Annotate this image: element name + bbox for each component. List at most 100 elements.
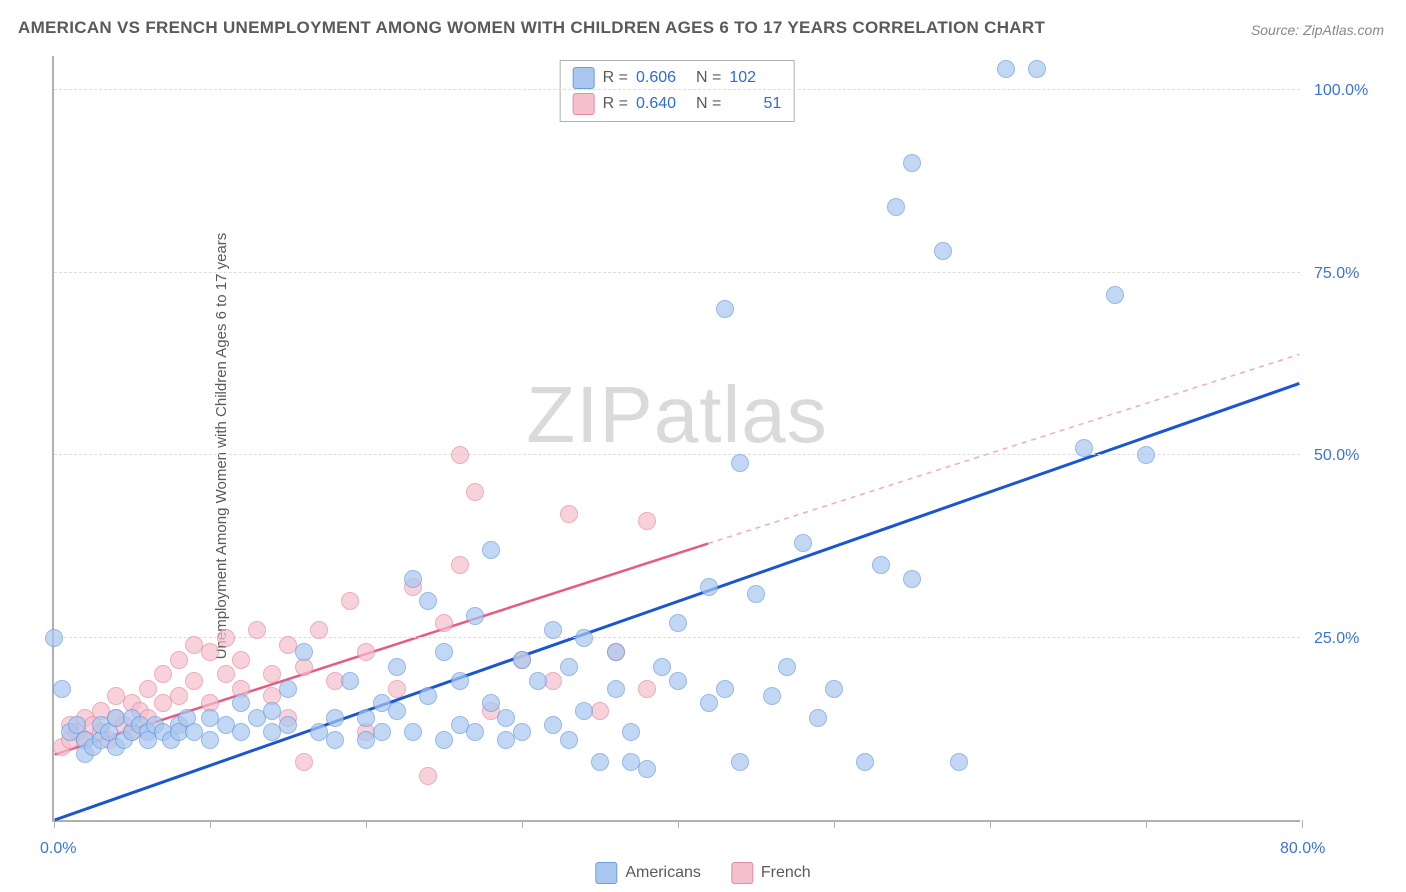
plot-area: ZIPatlas R = 0.606 N = 102 R = 0.640 N =… — [52, 56, 1300, 822]
point-american — [794, 534, 812, 552]
point-french — [419, 767, 437, 785]
chart-container: AMERICAN VS FRENCH UNEMPLOYMENT AMONG WO… — [0, 0, 1406, 892]
x-tick — [210, 820, 211, 828]
legend-swatch-french-icon — [731, 862, 753, 884]
point-american — [591, 753, 609, 771]
stats-row-french: R = 0.640 N = 51 — [573, 91, 782, 117]
point-american — [560, 658, 578, 676]
point-american — [279, 680, 297, 698]
x-tick — [522, 820, 523, 828]
point-american — [513, 651, 531, 669]
point-french — [295, 753, 313, 771]
x-tick — [1146, 820, 1147, 828]
point-american — [388, 658, 406, 676]
point-american — [326, 709, 344, 727]
swatch-americans-icon — [573, 67, 595, 89]
stat-R-label-2: R = — [603, 95, 628, 113]
point-french — [232, 651, 250, 669]
point-american — [482, 541, 500, 559]
point-american — [232, 694, 250, 712]
point-american — [373, 723, 391, 741]
point-american — [404, 570, 422, 588]
point-american — [763, 687, 781, 705]
point-american — [607, 643, 625, 661]
x-max-label: 80.0% — [1280, 840, 1325, 858]
point-american — [419, 687, 437, 705]
point-american — [466, 607, 484, 625]
point-american — [404, 723, 422, 741]
point-american — [201, 731, 219, 749]
point-french — [357, 643, 375, 661]
point-american — [575, 629, 593, 647]
stat-R-americans: 0.606 — [636, 69, 688, 87]
point-french — [560, 505, 578, 523]
point-american — [731, 753, 749, 771]
point-french — [154, 665, 172, 683]
point-american — [435, 643, 453, 661]
point-american — [903, 570, 921, 588]
stats-row-americans: R = 0.606 N = 102 — [573, 65, 782, 91]
point-american — [575, 702, 593, 720]
point-american — [622, 723, 640, 741]
point-american — [669, 672, 687, 690]
point-american — [357, 709, 375, 727]
point-american — [451, 672, 469, 690]
stats-box: R = 0.606 N = 102 R = 0.640 N = 51 — [560, 60, 795, 122]
point-french — [341, 592, 359, 610]
x-min-label: 0.0% — [40, 840, 76, 858]
point-french — [217, 629, 235, 647]
point-american — [232, 723, 250, 741]
point-american — [388, 702, 406, 720]
point-american — [856, 753, 874, 771]
point-american — [53, 680, 71, 698]
source-label: Source: ZipAtlas.com — [1251, 22, 1384, 38]
point-american — [482, 694, 500, 712]
trend-line — [708, 354, 1299, 543]
legend-swatch-americans-icon — [595, 862, 617, 884]
point-french — [139, 680, 157, 698]
point-french — [201, 643, 219, 661]
y-tick-label: 100.0% — [1314, 82, 1368, 100]
y-tick-label: 25.0% — [1314, 630, 1359, 648]
stat-R-label: R = — [603, 69, 628, 87]
stat-R-french: 0.640 — [636, 95, 688, 113]
point-american — [544, 716, 562, 734]
x-tick — [366, 820, 367, 828]
point-french — [263, 665, 281, 683]
point-french — [591, 702, 609, 720]
point-american — [700, 578, 718, 596]
point-french — [310, 621, 328, 639]
point-american — [419, 592, 437, 610]
point-american — [997, 60, 1015, 78]
point-american — [950, 753, 968, 771]
point-french — [185, 672, 203, 690]
point-american — [466, 723, 484, 741]
x-tick — [990, 820, 991, 828]
point-american — [341, 672, 359, 690]
point-american — [544, 621, 562, 639]
legend-label-french: French — [761, 864, 811, 882]
point-french — [638, 680, 656, 698]
bottom-legend: Americans French — [595, 862, 810, 884]
stat-N-americans: 102 — [729, 69, 781, 87]
point-french — [248, 621, 266, 639]
point-american — [716, 680, 734, 698]
trend-line — [55, 383, 1300, 820]
point-american — [809, 709, 827, 727]
point-french — [435, 614, 453, 632]
point-american — [747, 585, 765, 603]
point-american — [653, 658, 671, 676]
point-american — [700, 694, 718, 712]
point-american — [903, 154, 921, 172]
point-american — [607, 680, 625, 698]
point-french — [544, 672, 562, 690]
point-american — [1106, 286, 1124, 304]
x-tick — [834, 820, 835, 828]
legend-item-americans: Americans — [595, 862, 701, 884]
point-american — [731, 454, 749, 472]
point-french — [451, 556, 469, 574]
gridline — [54, 637, 1300, 638]
point-american — [1075, 439, 1093, 457]
y-tick-label: 75.0% — [1314, 265, 1359, 283]
gridline — [54, 454, 1300, 455]
